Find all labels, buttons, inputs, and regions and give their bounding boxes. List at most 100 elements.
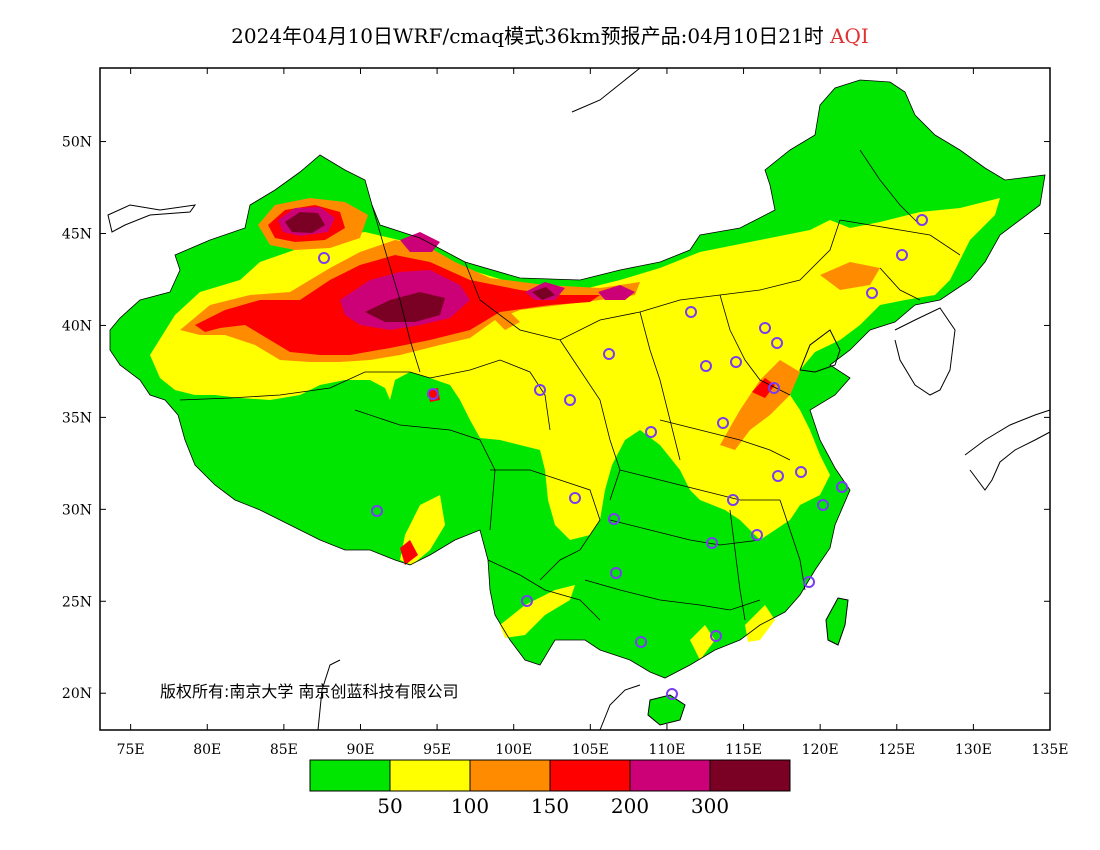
city-marker-urumqi	[318, 252, 330, 264]
city-marker-shijiazhuang	[730, 356, 742, 368]
coastline-kazakhstan	[107, 204, 197, 233]
city-marker-nanchang	[751, 529, 763, 541]
y-tick-label: 25N	[62, 594, 92, 610]
aqi-red-tibet	[400, 540, 418, 565]
coastline-taiwan	[825, 597, 849, 646]
copyright-block: 版权所有:南京大学 南京创蓝科技有限公司	[160, 682, 458, 701]
city-marker-chongqing	[608, 513, 620, 525]
aqi-yellow-southwest	[500, 585, 575, 638]
hainan-green	[648, 695, 685, 725]
aqi-yellow-southeast	[745, 605, 775, 642]
aqi-red-henan	[752, 378, 775, 398]
coastlines	[107, 67, 1051, 731]
city-marker-tianjin	[771, 337, 783, 349]
map-title-main: 2024年04月10日WRF/cmaq模式36km预报产品:04月10日21时	[231, 24, 824, 48]
taiwan-green	[826, 598, 848, 645]
plot-frame	[99, 67, 1051, 731]
y-tick-label: 50N	[62, 135, 92, 151]
x-tick-label: 75E	[117, 742, 145, 758]
x-tick-label: 100E	[495, 742, 532, 758]
x-tick-label: 90E	[346, 742, 374, 758]
boundary-inner-mongolia	[464, 219, 841, 341]
city-marker-zhengzhou	[717, 417, 729, 429]
city-marker-lhasa	[371, 505, 383, 517]
city-marker-lanzhou	[564, 394, 576, 406]
aqi-yellow-guangxi	[690, 625, 715, 660]
province-boundaries	[109, 79, 1046, 679]
x-tick-label: 130E	[955, 742, 992, 758]
boundary-yunnan	[487, 559, 601, 621]
y-tick-label: 40N	[62, 318, 92, 334]
city-marker-nanning	[635, 636, 647, 648]
colorbar-label: 150	[531, 794, 569, 818]
city-marker-yinchuan	[603, 348, 615, 360]
colorbar-label: 200	[611, 794, 649, 818]
y-tick-label: 45N	[62, 227, 92, 243]
city-marker-changsha	[706, 537, 718, 549]
city-marker-fuzhou	[803, 576, 815, 588]
city-marker-hangzhou	[817, 499, 829, 511]
x-tick-label: 115E	[725, 742, 762, 758]
x-tick-label: 135E	[1032, 742, 1069, 758]
colorbar-segment	[309, 759, 391, 792]
coastline-southeast-asia	[317, 659, 641, 731]
x-tick-label: 80E	[193, 742, 221, 758]
city-marker-xian	[645, 426, 657, 438]
aqi-orange-northeast	[820, 262, 880, 290]
city-marker-hefei	[772, 470, 784, 482]
aqi-darkred-inner-mongolia	[532, 287, 555, 300]
colorbar-segment	[389, 759, 471, 792]
aqi-darkred-tarim	[365, 292, 445, 322]
map-title: 2024年04月10日WRF/cmaq模式36km预报产品:04月10日21时 …	[0, 20, 1100, 49]
boundary-henan	[659, 419, 791, 461]
colorbar: 50 100 150 200 300	[309, 759, 791, 818]
coastline-northeast	[571, 67, 641, 113]
china-outline	[109, 79, 1046, 679]
boundary-zhejiang	[779, 499, 806, 591]
colorbar-segment	[709, 759, 791, 792]
x-tick-label: 85E	[270, 742, 298, 758]
aqi-magenta-east	[598, 285, 635, 300]
city-markers	[318, 214, 928, 700]
aqi-orange-northchina	[720, 360, 800, 450]
boundary-hubei	[619, 469, 780, 501]
x-tick-label: 120E	[802, 742, 839, 758]
copyright-text: 版权所有:南京大学 南京创蓝科技有限公司	[160, 682, 458, 701]
city-marker-changchun	[896, 249, 908, 261]
city-marker-golmud	[427, 388, 439, 400]
city-marker-wuhan	[727, 494, 739, 506]
coastline-hainan	[647, 694, 686, 726]
coastline-bohai	[799, 329, 841, 373]
city-marker-beijing	[759, 322, 771, 334]
boundary-shanxi	[639, 311, 681, 461]
city-marker-chengdu	[569, 492, 581, 504]
boundary-northeast	[839, 149, 961, 301]
map-title-variable: AQI	[830, 24, 869, 48]
colorbar-label: 100	[451, 794, 489, 818]
city-marker-shanghai	[836, 481, 848, 493]
city-marker-guiyang	[610, 567, 622, 579]
aqi-magenta-alxa	[400, 232, 440, 252]
colorbar-segment	[549, 759, 631, 792]
city-marker-harbin	[916, 214, 928, 226]
boundary-xinjiang-tibet	[179, 371, 431, 401]
y-tick-label: 35N	[62, 410, 92, 426]
y-tick-label: 20N	[62, 686, 92, 702]
boundary-jiangxi	[729, 509, 746, 621]
boundary-sichuan	[490, 469, 601, 581]
aqi-darkred-junggar	[285, 212, 325, 233]
colorbar-segment	[629, 759, 711, 792]
city-marker-xining	[534, 384, 546, 396]
coastline-japan	[964, 409, 1051, 491]
boundary-shaanxi	[559, 339, 621, 501]
colorbar-label: 300	[691, 794, 729, 818]
colorbar-segment	[469, 759, 551, 792]
city-marker-jinan	[768, 382, 780, 394]
x-tick-label: 125E	[878, 742, 915, 758]
boundary-xinjiang-gansu	[371, 204, 421, 373]
boundary-tibet-qinghai	[354, 409, 496, 531]
city-marker-guangzhou	[710, 630, 722, 642]
city-marker-haikou	[666, 688, 678, 700]
x-axis: 75E 80E 85E 90E 95E 100E 105E 110E 115E 120E 125E 1…	[117, 68, 1069, 758]
